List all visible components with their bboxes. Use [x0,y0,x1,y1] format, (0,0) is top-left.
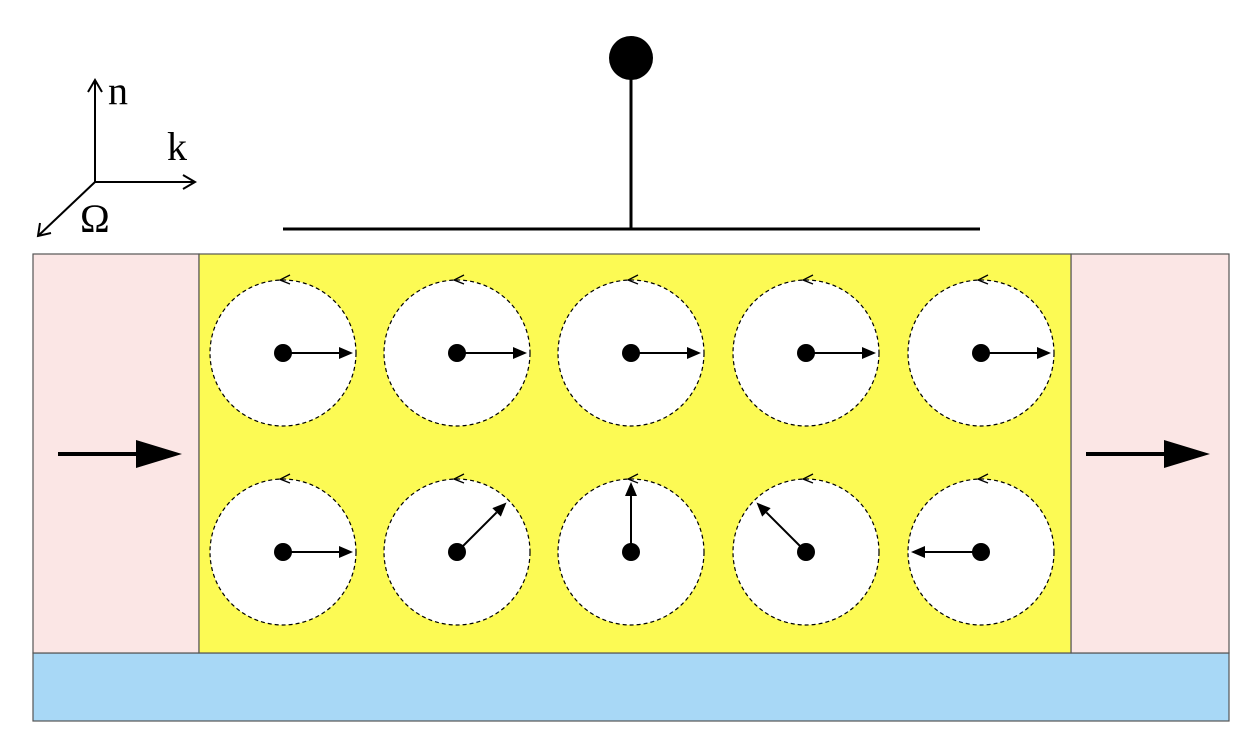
spin-vector [765,511,807,553]
spin-top-2 [383,274,531,427]
omega-axis-label: Ω [80,196,110,241]
spin-vector [456,511,498,553]
coordinate-axes: n k Ω [36,68,197,241]
rotation-direction-icon [278,473,291,484]
k-axis-arrowhead-icon [182,174,197,190]
rotation-direction-icon [278,274,291,285]
spin-vector-arrowhead-icon [339,347,353,359]
spin-bottom-3 [557,473,705,626]
spin-precession-group [209,274,1055,626]
n-axis-arrowhead-icon [87,78,103,93]
substrate [32,652,1230,722]
spin-vector-arrowhead-icon [1037,347,1051,359]
gate-electrode [283,36,980,231]
spin-vector-arrowhead-icon [862,347,876,359]
spin-vector-arrowhead-icon [513,347,527,359]
n-axis-label: n [108,68,128,113]
spin-vector-arrowhead-icon [339,546,353,558]
rotation-direction-icon [976,473,989,484]
current-in-arrowhead-icon [136,440,182,468]
rotation-direction-icon [801,473,814,484]
spin-vector-arrowhead-icon [911,546,925,558]
current-in-arrow [58,440,182,468]
spin-bottom-5 [907,473,1055,626]
spin-top-3 [557,274,705,427]
rotation-direction-icon [626,274,639,285]
spin-top-5 [907,274,1055,427]
spin-top-4 [732,274,880,427]
omega-axis-arrowhead-icon [36,222,52,238]
rotation-direction-icon [976,274,989,285]
spin-bottom-1 [209,473,357,626]
spin-bottom-4 [732,473,880,626]
spin-vector-arrowhead-icon [756,502,771,517]
gate-terminal [609,36,653,80]
spin-vector-arrowhead-icon [492,502,507,517]
spin-vector-arrowhead-icon [625,482,637,496]
spin-vector-arrowhead-icon [687,347,701,359]
k-axis-label: k [167,124,187,169]
spin-top-1 [209,274,357,427]
spin-bottom-2 [383,473,531,626]
rotation-direction-icon [452,274,465,285]
current-out-arrow [1086,440,1210,468]
rotation-direction-icon [626,473,639,484]
rotation-direction-icon [452,473,465,484]
omega-axis-line [37,181,96,237]
current-out-arrowhead-icon [1164,440,1210,468]
rotation-direction-icon [801,274,814,285]
